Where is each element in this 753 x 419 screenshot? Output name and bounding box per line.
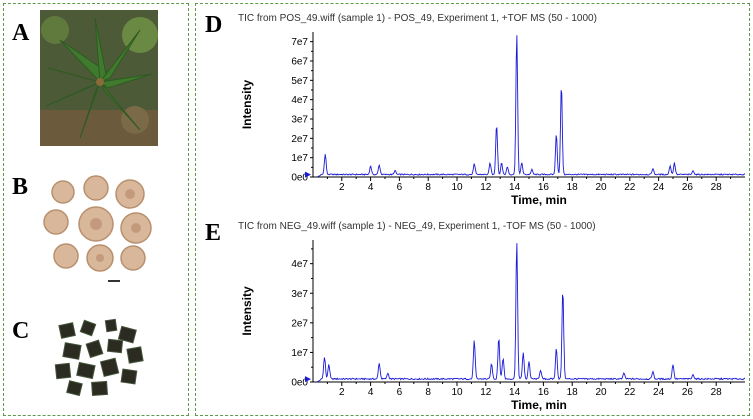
chart-e-x-tick-label: 16	[538, 387, 550, 398]
panel-letter-a: A	[12, 20, 30, 46]
processed-slices-photo	[54, 318, 144, 397]
chart-e-y-tick-label: 4e7	[291, 259, 308, 270]
chart-d-x-tick-label: 10	[451, 182, 463, 193]
chart-e-x-tick-label: 10	[451, 387, 463, 398]
chart-d-y-tick-label: 3e7	[291, 115, 308, 126]
chart-d-x-tick-label: 8	[425, 182, 431, 193]
panel-letter-c: C	[12, 318, 30, 344]
chart-d-x-tick-label: 18	[567, 182, 579, 193]
chart-e-x-tick-label: 22	[624, 387, 636, 398]
chart-e-x-tick-label: 2	[339, 387, 345, 398]
chart-d-y-tick-label: 5e7	[291, 76, 308, 87]
chart-e-x-tick-label: 24	[653, 387, 665, 398]
panel-letter-b: B	[12, 174, 29, 200]
chart-d-y-tick-label: 6e7	[291, 57, 308, 68]
left-panel-frame	[3, 3, 189, 416]
chart-e-x-axis-label: Time, min	[511, 398, 567, 412]
chart-e-baseline-arrow-icon	[305, 376, 311, 383]
right-panel-frame	[195, 3, 750, 416]
chart-e-x-tick-label: 12	[480, 387, 492, 398]
chart-d-x-tick-label: 2	[339, 182, 345, 193]
chart-e-title: TIC from NEG_49.wiff (sample 1) - NEG_49…	[238, 221, 596, 232]
chart-e-y-tick-label: 3e7	[291, 289, 308, 300]
chart-d-x-tick-label: 6	[397, 182, 403, 193]
chart-e-x-tick-label: 18	[567, 387, 579, 398]
chart-d-x-tick-label: 4	[368, 182, 374, 193]
chart-d-baseline-arrow-icon	[305, 171, 311, 178]
chart-e-y-axis-label: Intensity	[240, 286, 254, 336]
chart-e-x-tick-label: 20	[595, 387, 607, 398]
chart-d-x-tick-label: 24	[653, 182, 665, 193]
chart-d-x-tick-label: 22	[624, 182, 636, 193]
chart-e-y-tick-label: 1e7	[291, 348, 308, 359]
chart-d-y-tick-label: 4e7	[291, 95, 308, 106]
chart-d-y-axis-label: Intensity	[240, 80, 254, 130]
chart-e-x-tick-label: 14	[509, 387, 521, 398]
chart-e-y-tick-label: 0e0	[291, 378, 308, 389]
chart-d-tic-trace	[317, 35, 746, 178]
chart-d-x-tick-label: 20	[595, 182, 607, 193]
panel-letter-d: D	[205, 12, 223, 38]
panel-letter-e: E	[205, 220, 222, 246]
chart-d-y-tick-label: 0e0	[291, 173, 308, 184]
chart-e-x-tick-label: 28	[711, 387, 723, 398]
chart-d-x-tick-label: 28	[711, 182, 723, 193]
chart-d-x-axis-label: Time, min	[511, 193, 567, 207]
chart-d-x-tick-label: 26	[682, 182, 694, 193]
chart-d-title: TIC from POS_49.wiff (sample 1) - POS_49…	[238, 13, 597, 24]
chart-e-tic-trace	[317, 243, 746, 383]
root-slices-photo	[43, 175, 152, 282]
chart-d-y-tick-label: 1e7	[291, 153, 308, 164]
chart-d-y-tick-label: 2e7	[291, 134, 308, 145]
chart-e-x-tick-label: 26	[682, 387, 694, 398]
plant-photo	[40, 10, 158, 146]
chart-e-y-tick-label: 2e7	[291, 318, 308, 329]
chart-d-y-tick-label: 7e7	[291, 37, 308, 48]
chart-e-x-tick-label: 4	[368, 387, 374, 398]
chart-e-x-tick-label: 6	[397, 387, 403, 398]
chart-d-x-tick-label: 14	[509, 182, 521, 193]
chart-e-x-tick-label: 8	[425, 387, 431, 398]
chart-d-x-tick-label: 12	[480, 182, 492, 193]
chart-d-x-tick-label: 16	[538, 182, 550, 193]
